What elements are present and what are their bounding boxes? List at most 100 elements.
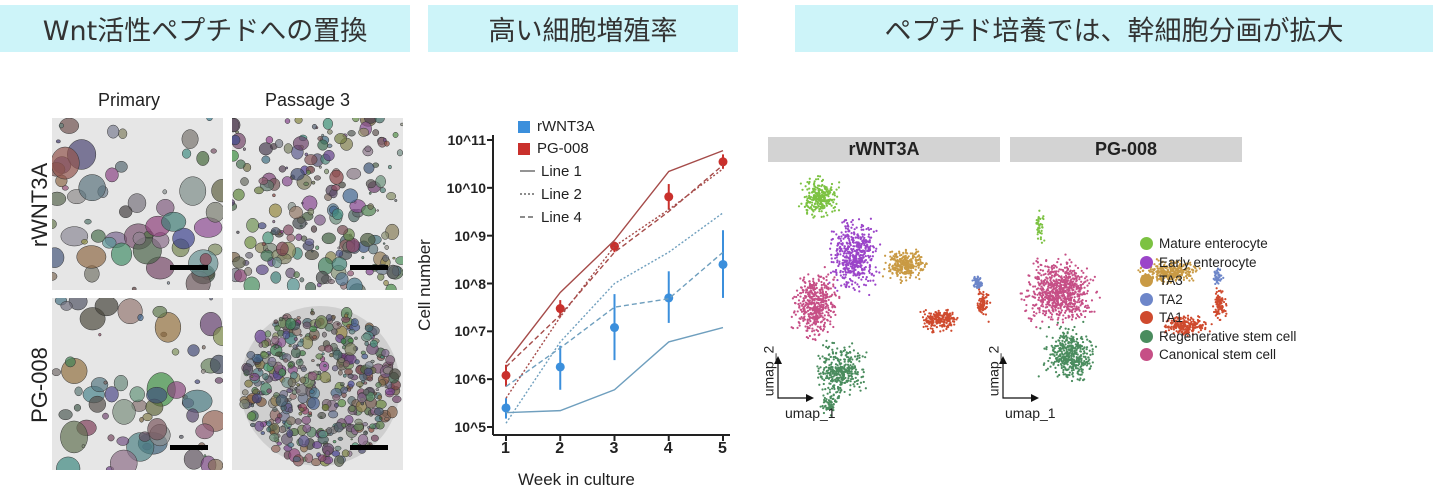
umap-cell (842, 220, 846, 223)
organoid (234, 269, 247, 283)
umap-cell (1056, 302, 1059, 306)
umap-cell (1032, 303, 1035, 307)
umap-cell (1076, 285, 1079, 288)
umap-cell (849, 255, 852, 258)
umap-cell (1066, 331, 1069, 334)
umap-cell (820, 283, 823, 287)
organoid (400, 122, 403, 127)
umap-cell (812, 321, 816, 324)
organoid (386, 264, 400, 280)
umap-cell (1161, 269, 1164, 272)
umap-cell (879, 243, 882, 246)
organoid (317, 139, 329, 151)
organoid (181, 148, 192, 159)
umap-cell (803, 315, 806, 318)
umap-cell (803, 205, 806, 208)
umap-cell (855, 274, 858, 277)
umap-cell (839, 253, 842, 256)
organoid (329, 169, 344, 185)
umap-cell (924, 309, 927, 312)
umap-cell (812, 280, 815, 283)
umap-cell (1059, 334, 1062, 337)
umap-cell (1065, 338, 1068, 341)
umap-cell (832, 278, 835, 281)
umap-cell (971, 279, 974, 282)
organoid (361, 256, 365, 260)
umap-cell (808, 282, 812, 285)
umap-cell (819, 328, 823, 331)
umap-cell (948, 319, 951, 323)
umap-cell (822, 328, 825, 331)
organoid (181, 129, 199, 149)
umap-cell (804, 301, 807, 304)
umap-cell (844, 225, 847, 228)
umap-cell (822, 344, 825, 347)
umap-cell (838, 241, 841, 244)
umap-cell (836, 195, 839, 198)
umap-cell (825, 211, 828, 214)
umap-cell (868, 293, 871, 297)
umap-cell (1083, 293, 1086, 296)
umap-cell (819, 275, 822, 278)
umap-cell (1061, 318, 1064, 321)
umap-cell (1079, 284, 1082, 287)
umap-cell (1048, 290, 1052, 294)
umap-cell (1035, 312, 1038, 315)
umap-cell (1062, 286, 1066, 289)
umap-cell (1040, 289, 1043, 292)
organoid (384, 244, 389, 250)
umap-cell (858, 290, 861, 293)
umap-cell (848, 285, 851, 288)
organoid (127, 193, 147, 213)
umap-cell (802, 299, 806, 302)
umap-cell (872, 279, 875, 282)
umap-cell (844, 369, 847, 372)
organoid (285, 166, 289, 170)
umap-cell (850, 262, 853, 265)
umap-cell (846, 224, 850, 227)
umap-cell (925, 320, 928, 323)
umap-cell (870, 272, 874, 275)
organoid (255, 264, 269, 275)
umap-cell (823, 378, 826, 382)
umap-cell (815, 320, 818, 323)
umap-cell (817, 199, 820, 202)
umap-cell (929, 327, 932, 330)
umap-cell (891, 264, 895, 267)
organoid (111, 242, 133, 266)
umap-cell (1035, 303, 1038, 306)
umap-cell (814, 293, 817, 296)
umap-cell (839, 271, 842, 274)
umap-cell (983, 307, 986, 311)
umap-cell (1066, 271, 1070, 275)
umap-cell (898, 272, 902, 275)
umap-cell (1060, 366, 1063, 370)
umap-cell (1093, 275, 1096, 278)
organoid (205, 201, 223, 223)
umap-cell (811, 208, 814, 212)
organoid (206, 118, 213, 122)
organoid (232, 118, 241, 133)
umap-cell (1078, 293, 1081, 296)
umap-cell (895, 252, 898, 255)
umap-cell (844, 227, 848, 230)
umap-cell (850, 265, 854, 269)
umap-cell (808, 299, 811, 302)
umap-cell (854, 368, 858, 371)
umap-cell (813, 202, 816, 206)
umap-cell (1192, 320, 1195, 323)
umap-cell (979, 292, 983, 295)
umap-cell (1080, 365, 1083, 368)
umap-cell (831, 352, 835, 355)
umap-cell (859, 236, 862, 239)
umap-cell (1085, 335, 1088, 338)
umap-cell (1086, 289, 1089, 293)
umap-cell (1078, 278, 1081, 281)
umap-cell (819, 314, 822, 317)
umap-cell (1050, 315, 1053, 319)
umap-cell (858, 246, 861, 249)
umap-cell (900, 253, 903, 257)
umap-cell (922, 325, 925, 329)
umap-cell (942, 313, 945, 316)
umap-cell (1037, 276, 1040, 280)
